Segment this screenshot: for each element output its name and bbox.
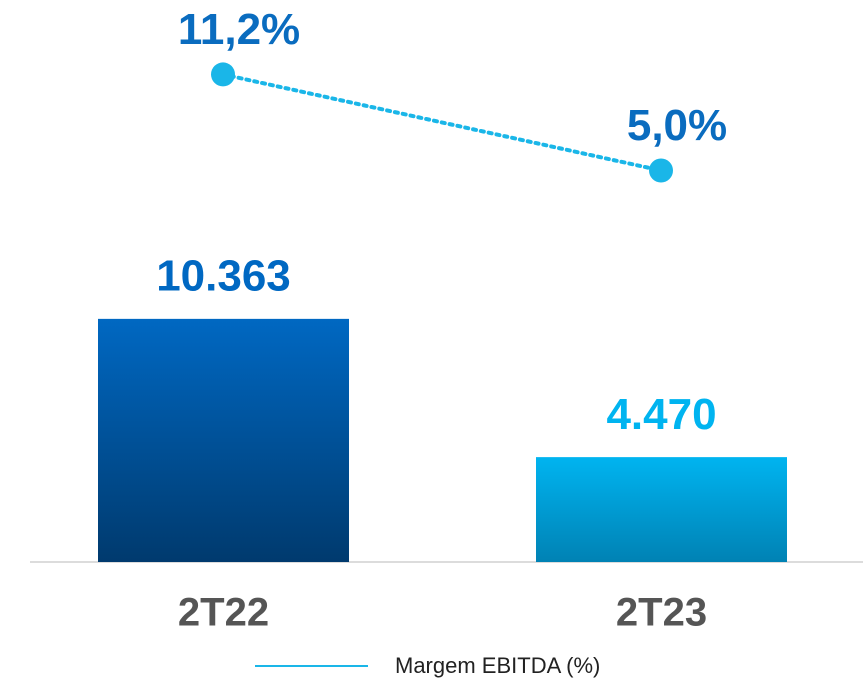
x-tick-label: 2T23 <box>616 591 707 635</box>
bar-value-label: 4.470 <box>606 390 716 439</box>
line-value-label: 11,2% <box>178 5 300 54</box>
bar-value-label: 10.363 <box>156 251 291 300</box>
line-point <box>211 62 235 87</box>
line-value-label: 5,0% <box>627 101 727 150</box>
line-point <box>649 158 673 183</box>
line <box>221 72 663 173</box>
x-tick-label: 2T22 <box>178 591 269 635</box>
bar <box>98 318 349 562</box>
legend-label: Margem EBITDA (%) <box>395 653 600 678</box>
bar <box>536 457 787 562</box>
